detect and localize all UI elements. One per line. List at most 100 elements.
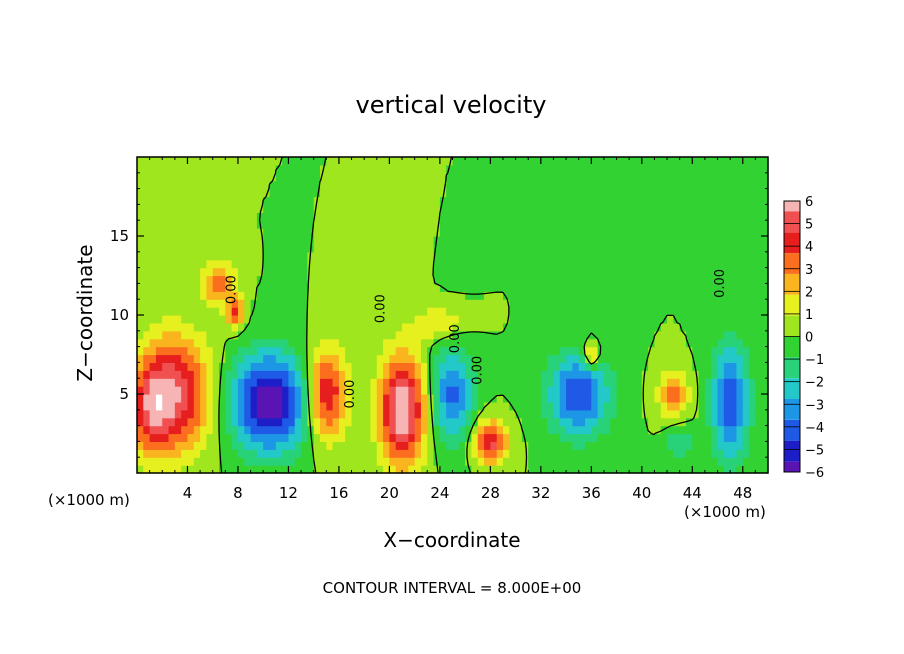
- heatmap-cell: [452, 172, 460, 182]
- heatmap-cell: [439, 157, 447, 166]
- heatmap-cell: [370, 354, 378, 363]
- heatmap-cell: [402, 299, 409, 308]
- heatmap-cell: [143, 346, 151, 356]
- heatmap-cell: [143, 386, 151, 395]
- heatmap-cell: [496, 433, 504, 442]
- heatmap-cell: [263, 259, 271, 269]
- heatmap-cell: [168, 275, 176, 284]
- heatmap-cell: [446, 394, 454, 403]
- heatmap-cell: [408, 196, 416, 205]
- heatmap-cell: [471, 243, 479, 253]
- heatmap-cell: [528, 441, 536, 450]
- heatmap-cell: [654, 433, 662, 442]
- heatmap-cell: [389, 291, 397, 300]
- x-tick-label: 40: [632, 484, 651, 502]
- heatmap-cell: [578, 386, 586, 395]
- heatmap-cell: [559, 346, 567, 356]
- heatmap-cell: [458, 172, 466, 182]
- heatmap-cell: [578, 370, 586, 379]
- heatmap-cell: [282, 370, 290, 379]
- heatmap-cell: [534, 457, 542, 466]
- heatmap-cell: [389, 299, 397, 308]
- heatmap-cell: [149, 409, 157, 419]
- heatmap-cell: [711, 425, 719, 435]
- heatmap-cell: [547, 188, 555, 198]
- heatmap-cell: [685, 362, 693, 371]
- heatmap-cell: [730, 283, 738, 292]
- heatmap-cell: [446, 346, 454, 356]
- heatmap-cell: [301, 354, 308, 363]
- heatmap-cell: [383, 417, 390, 427]
- heatmap-cell: [263, 457, 271, 466]
- heatmap-cell: [528, 196, 536, 205]
- heatmap-cell: [200, 228, 208, 237]
- heatmap-cell: [616, 441, 624, 450]
- heatmap-cell: [256, 409, 264, 419]
- heatmap-cell: [263, 267, 271, 277]
- heatmap-cell: [231, 243, 239, 253]
- heatmap-cell: [313, 433, 321, 442]
- heatmap-cell: [149, 441, 157, 450]
- heatmap-cell: [698, 307, 706, 316]
- heatmap-cell: [395, 322, 403, 332]
- heatmap-cell: [635, 433, 643, 442]
- heatmap-cell: [723, 417, 731, 427]
- heatmap-cell: [383, 425, 390, 435]
- heatmap-cell: [572, 164, 580, 174]
- heatmap-cell: [433, 204, 441, 213]
- heatmap-cell: [225, 378, 233, 387]
- heatmap-cell: [528, 291, 536, 300]
- heatmap-cell: [458, 180, 466, 190]
- heatmap-cell: [723, 362, 731, 371]
- heatmap-cell: [509, 180, 517, 190]
- heatmap-cell: [414, 228, 422, 237]
- heatmap-cell: [212, 386, 220, 395]
- heatmap-cell: [181, 315, 189, 324]
- heatmap-cell: [225, 441, 233, 450]
- heatmap-cell: [294, 164, 302, 174]
- heatmap-cell: [723, 236, 731, 245]
- heatmap-cell: [742, 338, 750, 348]
- heatmap-cell: [137, 409, 144, 419]
- heatmap-cell: [458, 251, 466, 261]
- heatmap-cell: [572, 307, 580, 316]
- heatmap-cell: [395, 465, 403, 474]
- heatmap-cell: [427, 283, 435, 292]
- heatmap-cell: [648, 330, 656, 340]
- heatmap-cell: [553, 441, 561, 450]
- heatmap-cell: [162, 322, 170, 332]
- heatmap-cell: [200, 457, 208, 466]
- heatmap-cell: [439, 330, 447, 340]
- heatmap-cell: [319, 433, 327, 442]
- heatmap-cell: [301, 394, 308, 403]
- heatmap-cell: [307, 236, 315, 245]
- heatmap-cell: [345, 457, 353, 466]
- heatmap-cell: [761, 291, 769, 300]
- heatmap-cell: [338, 362, 346, 371]
- heatmap-cell: [452, 212, 460, 221]
- heatmap-cell: [174, 251, 182, 261]
- heatmap-cell: [402, 283, 409, 292]
- heatmap-cell: [603, 457, 611, 466]
- heatmap-cell: [484, 425, 491, 435]
- heatmap-cell: [193, 346, 201, 356]
- heatmap-cell: [250, 433, 258, 442]
- heatmap-cell: [370, 433, 378, 442]
- heatmap-cell: [496, 157, 504, 166]
- heatmap-cell: [591, 457, 599, 466]
- heatmap-cell: [244, 180, 252, 190]
- heatmap-cell: [559, 330, 567, 340]
- heatmap-cell: [149, 236, 157, 245]
- heatmap-cell: [174, 417, 182, 427]
- heatmap-cell: [250, 441, 258, 450]
- heatmap-cell: [603, 338, 611, 348]
- heatmap-cell: [509, 433, 517, 442]
- heatmap-cell: [484, 180, 491, 190]
- heatmap-cell: [269, 188, 277, 198]
- heatmap-cell: [559, 220, 567, 229]
- heatmap-cell: [338, 212, 346, 221]
- heatmap-cell: [439, 409, 447, 419]
- heatmap-cell: [685, 283, 693, 292]
- heatmap-cell: [193, 425, 201, 435]
- heatmap-cell: [458, 243, 466, 253]
